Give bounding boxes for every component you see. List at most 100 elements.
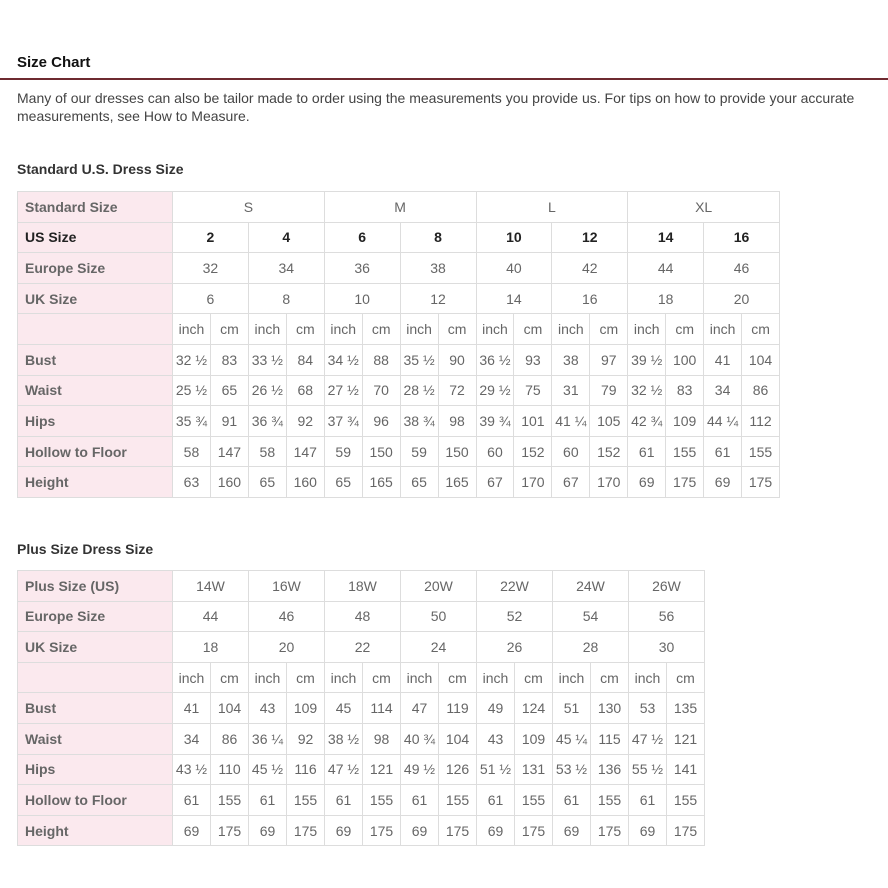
table-cell: 51 ½	[476, 753, 515, 786]
table-cell: 20	[248, 631, 325, 663]
table-cell: 147	[285, 435, 325, 468]
table-cell: 49 ½	[400, 753, 439, 786]
table-cell: 150	[437, 435, 477, 468]
table-cell: 27 ½	[323, 374, 363, 407]
table-cell: 16W	[248, 570, 325, 602]
table-cell: 24W	[552, 570, 629, 602]
table-cell: 31	[551, 374, 591, 407]
table-cell: 36 ¾	[247, 405, 287, 437]
table-cell: 155	[666, 784, 705, 816]
table-row: inch cm inch cm inch cm inch cm inch cm inch cm inch…	[17, 661, 705, 694]
table-cell: 88	[361, 343, 401, 376]
table-cell: 20	[703, 282, 780, 315]
table-cell: 26W	[628, 570, 705, 602]
table-cell: 12	[399, 282, 477, 315]
table-cell: 33 ½	[247, 343, 287, 376]
table-cell: 18W	[324, 570, 401, 602]
table-cell: inch	[323, 313, 363, 345]
table-row: Waist 25 ½ 65 26 ½ 68 27 ½ 70 28 ½ 72 29 ½ 75 31 79 3…	[17, 374, 780, 407]
table-cell: inch	[703, 313, 743, 345]
table-cell: 130	[590, 692, 629, 724]
table-cell: cm	[514, 661, 553, 694]
table-cell: 41 ¼	[551, 405, 591, 437]
table-cell: 96	[361, 405, 401, 437]
table-cell: 69	[703, 466, 743, 498]
table-cell: 124	[514, 692, 553, 724]
table-cell: 34	[172, 722, 211, 755]
table-cell: 104	[438, 722, 477, 755]
table-cell: 38 ¾	[399, 405, 439, 437]
table-cell: 119	[438, 692, 477, 724]
table-cell: cm	[210, 661, 249, 694]
row-label: Waist	[17, 722, 173, 755]
table-cell: 61	[552, 784, 591, 816]
table-cell: 2	[172, 221, 249, 254]
standard-size-table: Standard Size S M L XL US Size 2 4 6 8 10 12 14 16 Eur…	[17, 191, 780, 498]
table-row: Standard Size S M L XL	[17, 191, 780, 223]
table-cell: 67	[475, 466, 515, 498]
table-cell: L	[475, 191, 629, 223]
table-cell: 53	[628, 692, 667, 724]
table-cell: 38	[399, 252, 477, 284]
table-cell: inch	[399, 313, 439, 345]
table-cell: 155	[590, 784, 629, 816]
table-cell: 25 ½	[172, 374, 211, 407]
table-cell: 46	[703, 252, 780, 284]
table-cell: cm	[285, 313, 325, 345]
table-row: UK Size 18 20 22 24 26 28 30	[17, 631, 705, 663]
table-cell: 8	[247, 282, 325, 315]
row-label: Bust	[17, 343, 173, 376]
table-row: Europe Size 32 34 36 38 40 42 44 46	[17, 252, 780, 284]
table-cell: 26	[476, 631, 553, 663]
table-cell: 121	[666, 722, 705, 755]
table-row: Plus Size (US) 14W 16W 18W 20W 22W 24W 26W	[17, 570, 705, 602]
table-cell: cm	[286, 661, 325, 694]
table-cell: inch	[475, 313, 515, 345]
table-cell: 36	[323, 252, 401, 284]
row-label: Bust	[17, 692, 173, 724]
table-cell: 155	[514, 784, 553, 816]
table-cell: 38 ½	[324, 722, 363, 755]
table-row: inch cm inch cm inch cm inch cm inch cm inch cm inch…	[17, 313, 780, 345]
table-cell: 170	[513, 466, 553, 498]
table-cell: 98	[362, 722, 401, 755]
table-cell: 35 ½	[399, 343, 439, 376]
table-cell: 35 ¾	[172, 405, 211, 437]
standard-size-heading: Standard U.S. Dress Size	[17, 161, 184, 177]
table-cell: cm	[209, 313, 249, 345]
table-cell: 155	[362, 784, 401, 816]
table-cell: 100	[665, 343, 705, 376]
row-label: Height	[17, 466, 173, 498]
table-cell: cm	[666, 661, 705, 694]
table-cell: 39 ¾	[475, 405, 515, 437]
table-cell: 60	[551, 435, 591, 468]
table-cell: 112	[741, 405, 780, 437]
table-cell: 34	[247, 252, 325, 284]
table-cell: 44	[172, 600, 249, 633]
table-cell: cm	[589, 313, 629, 345]
table-cell: inch	[400, 661, 439, 694]
table-cell: 12	[551, 221, 629, 254]
table-cell: 86	[210, 722, 249, 755]
table-cell: 28	[552, 631, 629, 663]
table-cell: 45 ½	[248, 753, 287, 786]
table-cell: 98	[437, 405, 477, 437]
table-cell: 69	[628, 814, 667, 847]
row-label: Waist	[17, 374, 173, 407]
table-cell: 68	[285, 374, 325, 407]
table-cell: 8	[399, 221, 477, 254]
table-cell: 109	[514, 722, 553, 755]
table-cell: 18	[172, 631, 249, 663]
table-cell: 45	[324, 692, 363, 724]
table-cell: 45 ¼	[552, 722, 591, 755]
table-cell: 92	[286, 722, 325, 755]
table-cell: 40	[475, 252, 553, 284]
plus-size-heading: Plus Size Dress Size	[17, 541, 154, 557]
table-cell: 70	[361, 374, 401, 407]
table-cell: 126	[438, 753, 477, 786]
table-cell: XL	[627, 191, 780, 223]
table-cell: 34 ½	[323, 343, 363, 376]
plus-size-table: Plus Size (US) 14W 16W 18W 20W 22W 24W 26W Europ…	[17, 570, 705, 847]
table-cell: 72	[437, 374, 477, 407]
table-cell: cm	[590, 661, 629, 694]
